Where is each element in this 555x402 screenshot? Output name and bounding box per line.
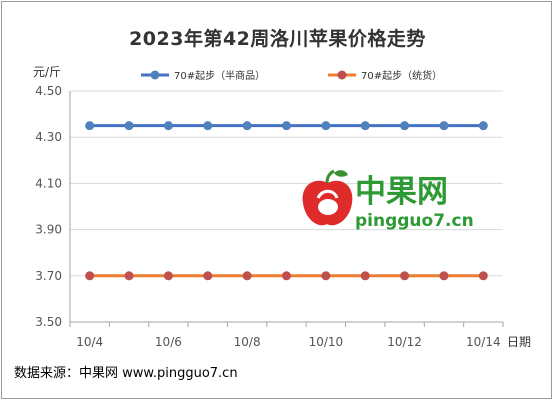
legend-label: 70#起步（半商品） (174, 69, 265, 82)
data-point (242, 271, 252, 281)
watermark-url: pingguo7.cn (355, 211, 474, 231)
legend-swatch-marker (337, 70, 347, 80)
data-point (85, 121, 95, 131)
legend-swatch-marker (150, 70, 160, 80)
data-point (282, 121, 291, 131)
x-tick-label: 10/12 (387, 335, 422, 349)
data-point (242, 121, 252, 131)
data-point (163, 121, 173, 131)
x-tick-label: 10/10 (309, 335, 344, 349)
x-tick-label: 10/8 (234, 335, 261, 349)
series-lines (85, 121, 488, 281)
y-tick-label: 4.30 (35, 130, 62, 144)
legend: 70#起步（半商品） 70#起步（统货） (141, 69, 442, 82)
y-tick-label: 3.50 (35, 315, 62, 329)
source-note: 数据来源：中果网 www.pingguo7.cn (14, 366, 238, 381)
data-point (439, 271, 449, 281)
y-tick-label: 4.10 (35, 176, 62, 190)
x-axis-label: 日期 (507, 335, 532, 349)
apple-logo-icon (302, 169, 353, 226)
data-point (321, 121, 331, 131)
y-tick-label: 4.50 (35, 84, 62, 98)
y-tick-label: 3.70 (35, 269, 62, 283)
y-tick-label: 3.90 (35, 223, 62, 237)
x-tick-label: 10/4 (76, 335, 103, 349)
data-point (321, 271, 331, 281)
data-point (360, 121, 370, 131)
chart-title: 2023年第42周洛川苹果价格走势 (129, 28, 426, 50)
data-point (203, 121, 213, 131)
data-point (124, 271, 134, 281)
axes: 3.50 3.70 3.90 4.10 4.30 4.50 10/4 10/6 10/8 10/1… (35, 84, 504, 349)
data-point (163, 271, 173, 281)
data-point (400, 271, 410, 281)
data-point (360, 271, 370, 281)
data-point (400, 121, 410, 131)
data-point (124, 121, 134, 131)
data-point (282, 271, 291, 281)
watermark-brand: 中果网 (355, 174, 448, 210)
data-point (85, 271, 95, 281)
data-point (439, 121, 449, 131)
x-tick-label: 10/6 (155, 335, 182, 349)
watermark-logo: 中果网 pingguo7.cn (302, 169, 474, 231)
data-point (203, 271, 213, 281)
x-tick-label: 10/14 (466, 335, 501, 349)
data-point (478, 271, 488, 281)
data-point (478, 121, 488, 131)
y-axis-label: 元/斤 (33, 65, 62, 79)
legend-label: 70#起步（统货） (361, 69, 442, 82)
